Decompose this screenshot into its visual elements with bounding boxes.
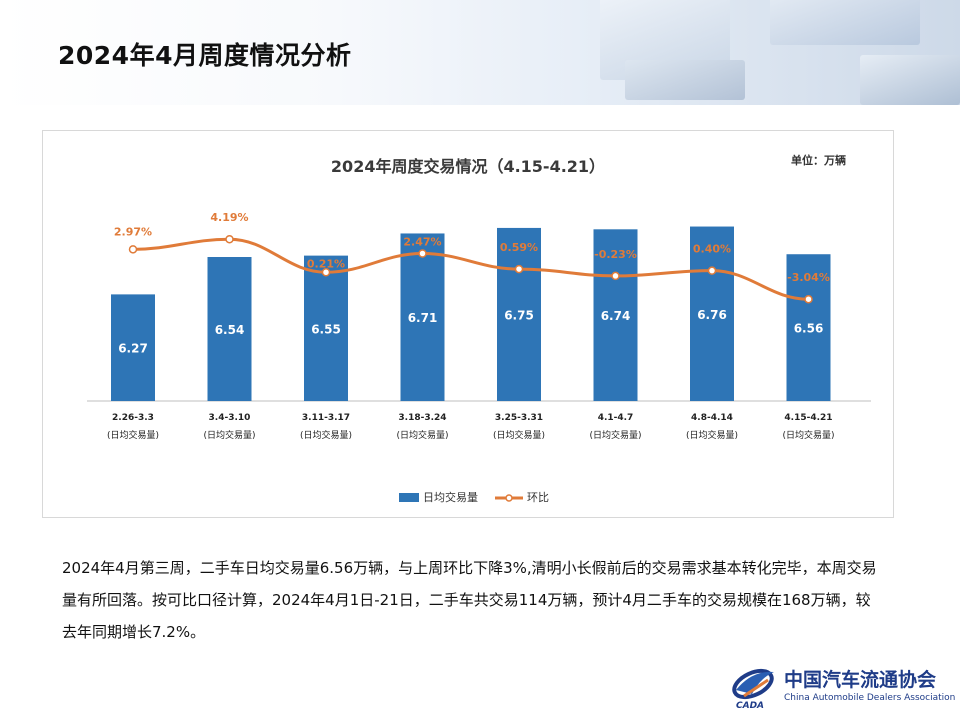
- svg-text:CADA: CADA: [736, 701, 764, 710]
- bar-3.18-3.24: [400, 233, 445, 401]
- legend-swatch-line-marker: [505, 494, 513, 502]
- x-tick-label: 4.8-4.14: [691, 413, 733, 423]
- ring-ratio-label: 2.47%: [403, 235, 441, 248]
- x-tick-sublabel: (日均交易量): [203, 429, 255, 441]
- ring-ratio-point: [225, 234, 234, 244]
- page-title: 2024年4月周度情况分析: [58, 41, 352, 70]
- decorative-cube: [625, 60, 745, 100]
- ring-ratio-label: 0.21%: [307, 258, 345, 271]
- ring-ratio-label: 2.97%: [114, 225, 152, 238]
- unit-label: 单位：万辆: [791, 153, 846, 167]
- ring-ratio-label: -3.04%: [787, 271, 830, 284]
- bar-value-label: 6.56: [794, 322, 824, 336]
- x-tick-label: 3.4-3.10: [209, 413, 251, 423]
- cada-logo-mark: CADA: [732, 668, 774, 710]
- bar-4.15-4.21: [786, 254, 831, 401]
- decorative-cube: [770, 0, 920, 45]
- ring-ratio-point: [514, 264, 524, 274]
- analysis-paragraph: 2024年4月第三周，二手车日均交易量6.56万辆，与上周环比下降3%,清明小长…: [62, 559, 877, 641]
- x-tick-label: 4.1-4.7: [598, 413, 634, 423]
- cada-logo: CADA 中国汽车流通协会 China Automobile Dealers A…: [730, 660, 956, 710]
- ring-ratio-point: [707, 266, 717, 275]
- bar-value-label: 6.74: [601, 309, 631, 323]
- bar-2.26-3.3: [111, 294, 155, 401]
- ring-ratio-point: [418, 249, 427, 258]
- ring-ratio-point: [804, 294, 813, 304]
- x-tick-label: 4.15-4.21: [784, 413, 832, 423]
- ring-ratio-label: 4.19%: [210, 211, 248, 224]
- logo-name-en: China Automobile Dealers Association: [784, 693, 956, 703]
- logo-name-cn: 中国汽车流通协会: [784, 669, 937, 691]
- x-tick-sublabel: (日均交易量): [782, 429, 834, 441]
- x-tick-sublabel: (日均交易量): [493, 429, 545, 441]
- bar-3.11-3.17: [304, 255, 348, 401]
- ring-ratio-point: [128, 245, 138, 254]
- bar-3.25-3.31: [497, 227, 541, 401]
- bar-4.1-4.7: [593, 229, 638, 401]
- ring-ratio-label: -0.23%: [594, 248, 637, 261]
- x-tick-sublabel: (日均交易量): [396, 429, 448, 441]
- ring-ratio-line: [132, 237, 809, 301]
- legend-swatch-bar: [399, 493, 419, 502]
- bar-value-label: 6.55: [311, 322, 341, 336]
- x-tick-sublabel: (日均交易量): [686, 429, 738, 441]
- bar-value-label: 6.54: [215, 323, 245, 337]
- decorative-cube: [860, 55, 960, 105]
- bar-value-label: 6.76: [697, 308, 727, 322]
- x-tick-sublabel: (日均交易量): [300, 429, 352, 441]
- legend-label-bar: 日均交易量: [423, 490, 478, 504]
- x-tick-label: 3.18-3.24: [398, 413, 446, 423]
- header-banner: [0, 0, 960, 105]
- bar-3.4-3.10: [207, 257, 252, 401]
- legend-label-line: 环比: [527, 491, 549, 504]
- chart-panel: 2024年周度交易情况（4.15-4.21） 单位：万辆 6.27 2.26-3.3 (…: [42, 130, 894, 518]
- bar-4.8-4.14: [690, 226, 734, 401]
- weekly-trade-chart: 2024年周度交易情况（4.15-4.21） 单位：万辆 6.27 2.26-3.3 (…: [87, 153, 871, 504]
- ring-ratio-point: [611, 271, 620, 281]
- bar-value-label: 6.75: [504, 308, 534, 322]
- bar-value-label: 6.71: [408, 311, 438, 325]
- x-tick-sublabel: (日均交易量): [589, 429, 641, 441]
- bar-value-label: 6.27: [118, 342, 148, 356]
- ring-ratio-point: [321, 268, 331, 277]
- chart-title: 2024年周度交易情况（4.15-4.21）: [331, 157, 605, 176]
- x-tick-label: 3.11-3.17: [302, 413, 350, 423]
- ring-ratio-label: 0.40%: [693, 243, 731, 256]
- x-tick-sublabel: (日均交易量): [107, 429, 159, 441]
- x-tick-label: 2.26-3.3: [112, 413, 154, 423]
- ring-ratio-label: 0.59%: [500, 241, 538, 254]
- x-tick-label: 3.25-3.31: [495, 413, 543, 423]
